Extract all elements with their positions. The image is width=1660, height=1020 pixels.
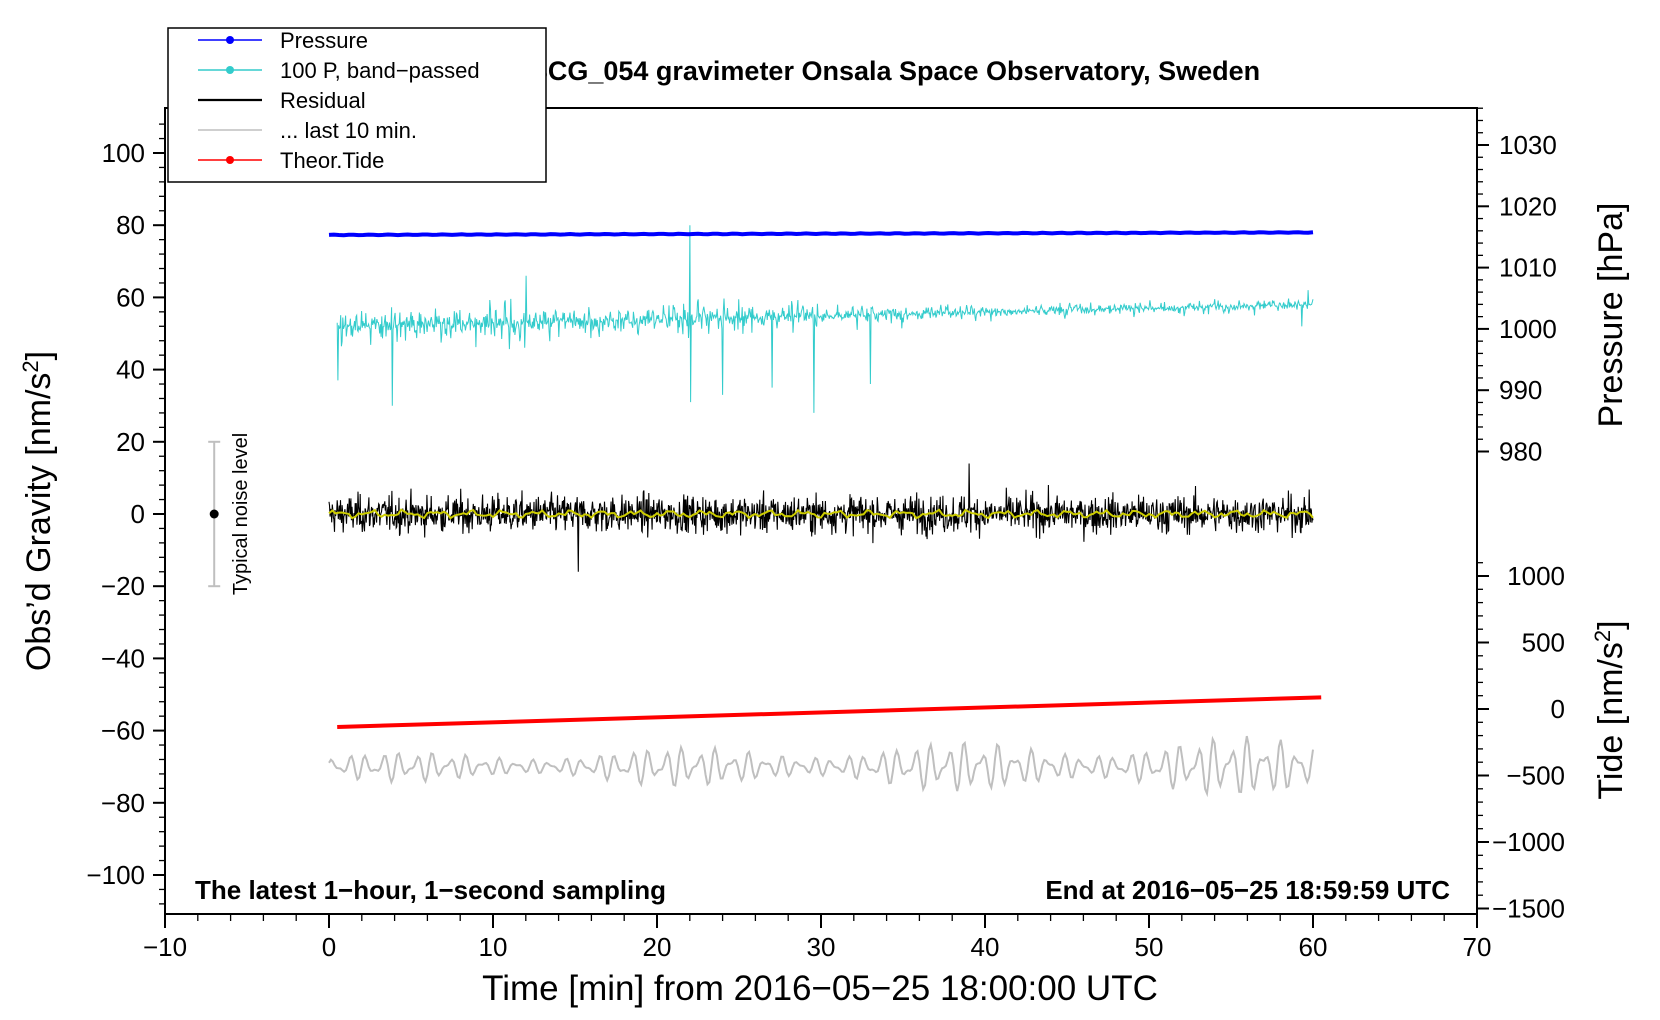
y-tick-label: −20 [101, 571, 145, 601]
y-tick-label: −40 [101, 643, 145, 673]
series-last-10-min [328, 735, 1314, 798]
legend-label: ... last 10 min. [280, 118, 417, 143]
footer-right-note: End at 2016−05−25 18:59:59 UTC [1045, 875, 1450, 905]
ticks-layer: −10 0 10 20 30 40 50 60 70100806040200−20−40−60−… [86, 107, 1565, 962]
series-residual-smoothed [328, 508, 1314, 520]
x-tick-label: 30 [807, 932, 836, 962]
x-tick-label: 60 [1299, 932, 1328, 962]
y-tick-label: 100 [102, 138, 145, 168]
y-tick-label: −80 [101, 788, 145, 818]
y-tick-label: 60 [116, 282, 145, 312]
y-tick-label: 0 [131, 499, 145, 529]
pressure-tick-label: 990 [1499, 375, 1542, 405]
x-tick-label: 40 [971, 932, 1000, 962]
noise-level-label: Typical noise level [230, 433, 252, 595]
tide-tick-label: 500 [1522, 628, 1565, 658]
footer-left-note: The latest 1−hour, 1−second sampling [195, 875, 666, 905]
y-tick-label: −100 [86, 860, 145, 890]
tide-tick-label: 1000 [1507, 561, 1565, 591]
legend: Pressure 100 P, band−passed Residual ... la… [167, 27, 547, 183]
series-band-passed-pressure [336, 225, 1314, 413]
tide-tick-label: 0 [1551, 694, 1565, 724]
y-tick-label: 40 [116, 355, 145, 385]
noise-center-dot [209, 509, 219, 519]
x-tick-label: 50 [1135, 932, 1164, 962]
legend-label: Residual [280, 88, 366, 113]
legend-label: Theor.Tide [280, 148, 384, 173]
x-tick-label: 10 [479, 932, 508, 962]
tide-tick-label: −1500 [1492, 894, 1565, 924]
pressure-tick-label: 1020 [1499, 191, 1557, 221]
tide-tick-label: −1000 [1492, 827, 1565, 857]
series-layer [328, 225, 1322, 798]
y-tick-label: 20 [116, 427, 145, 457]
legend-marker [226, 156, 234, 164]
series-pressure [328, 230, 1314, 238]
x-tick-label: 0 [322, 932, 336, 962]
pressure-tick-label: 980 [1499, 437, 1542, 467]
chart-title: SCG_054 gravimeter Onsala Space Observat… [530, 56, 1260, 86]
y-tick-label: −60 [101, 716, 145, 746]
x-tick-label: −10 [143, 932, 187, 962]
x-tick-label: 70 [1463, 932, 1492, 962]
legend-label: Pressure [280, 28, 368, 53]
x-axis-label: Time [min] from 2016−05−25 18:00:00 UTC [482, 969, 1158, 1008]
tide-tick-label: −500 [1506, 761, 1565, 791]
pressure-axis-label: Pressure [hPa] [1592, 203, 1630, 428]
y-tick-label: 80 [116, 210, 145, 240]
legend-marker [226, 66, 234, 74]
tide-axis-label: Tide [nm/s2] [1590, 620, 1630, 799]
x-tick-label: 20 [643, 932, 672, 962]
pressure-tick-label: 1030 [1499, 130, 1557, 160]
pressure-tick-label: 1000 [1499, 314, 1557, 344]
legend-label: 100 P, band−passed [280, 58, 480, 83]
pressure-tick-label: 1010 [1499, 253, 1557, 283]
series-theoretical-tide [337, 695, 1322, 729]
noise-level-indicator: Typical noise level [208, 433, 252, 595]
legend-marker [226, 36, 234, 44]
y-axis-label: Obs’d Gravity [nm/s2] [18, 351, 58, 671]
